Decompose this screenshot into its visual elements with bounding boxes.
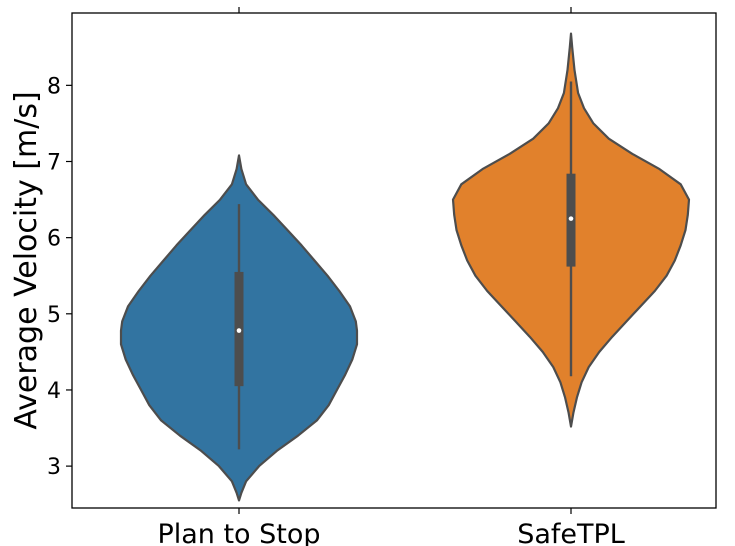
y-tick-label: 3 xyxy=(47,455,61,480)
y-tick-label: 7 xyxy=(47,151,61,176)
median-dot-2 xyxy=(568,216,574,221)
y-tick-label: 8 xyxy=(47,74,61,99)
x-axis: Plan to Stop SafeTPL xyxy=(157,7,625,546)
y-tick-label: 6 xyxy=(47,227,61,252)
x-tick-label: Plan to Stop xyxy=(157,519,320,546)
y-tick-label: 4 xyxy=(47,379,61,404)
x-tick-label: SafeTPL xyxy=(517,519,625,546)
y-axis-title: Average Velocity [m/s] xyxy=(9,91,44,429)
y-axis: 3 4 5 6 7 8 xyxy=(47,74,72,480)
median-dot-1 xyxy=(236,328,242,333)
plot-frame xyxy=(71,12,717,509)
violins-layer xyxy=(119,32,691,502)
y-tick-label: 5 xyxy=(47,303,61,328)
